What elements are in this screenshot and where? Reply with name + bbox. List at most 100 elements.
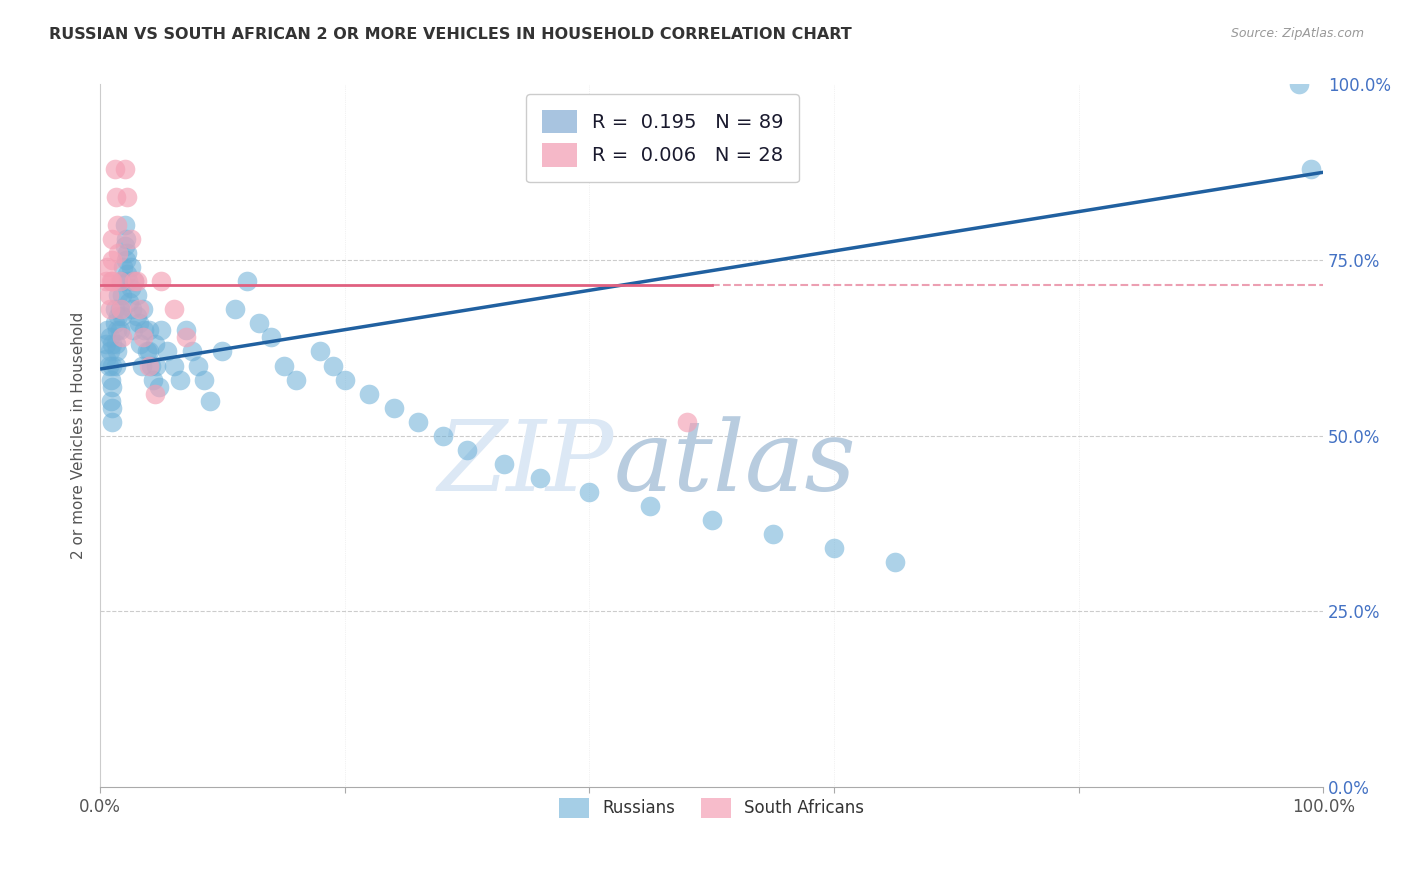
Point xyxy=(98,330,121,344)
Point xyxy=(101,232,124,246)
Point xyxy=(124,274,146,288)
Point xyxy=(135,344,157,359)
Point xyxy=(174,330,197,344)
Point xyxy=(309,344,332,359)
Point xyxy=(108,302,131,317)
Point xyxy=(284,373,307,387)
Point xyxy=(406,415,429,429)
Point xyxy=(132,302,155,317)
Point xyxy=(96,337,118,351)
Point xyxy=(125,274,148,288)
Point xyxy=(108,274,131,288)
Point xyxy=(260,330,283,344)
Point xyxy=(131,359,153,373)
Point xyxy=(101,359,124,373)
Point xyxy=(174,323,197,337)
Point xyxy=(162,359,184,373)
Point xyxy=(359,386,381,401)
Point xyxy=(456,442,478,457)
Point xyxy=(111,310,134,324)
Point xyxy=(143,337,166,351)
Point xyxy=(101,274,124,288)
Point xyxy=(105,344,128,359)
Text: ZIP: ZIP xyxy=(437,417,614,511)
Point xyxy=(138,344,160,359)
Point xyxy=(101,401,124,415)
Point xyxy=(100,393,122,408)
Point xyxy=(114,161,136,176)
Point xyxy=(114,232,136,246)
Point xyxy=(96,260,118,274)
Point xyxy=(110,302,132,317)
Point xyxy=(138,323,160,337)
Point xyxy=(236,274,259,288)
Text: Source: ZipAtlas.com: Source: ZipAtlas.com xyxy=(1230,27,1364,40)
Point xyxy=(115,246,138,260)
Point xyxy=(141,359,163,373)
Point xyxy=(107,246,129,260)
Point xyxy=(1299,161,1322,176)
Point xyxy=(247,317,270,331)
Point xyxy=(97,288,120,302)
Point xyxy=(132,330,155,344)
Point xyxy=(700,513,723,527)
Point xyxy=(200,393,222,408)
Point xyxy=(101,415,124,429)
Point xyxy=(104,302,127,317)
Point xyxy=(118,295,141,310)
Point xyxy=(125,310,148,324)
Point xyxy=(382,401,405,415)
Point xyxy=(96,351,118,366)
Point xyxy=(492,457,515,471)
Point xyxy=(110,274,132,288)
Point xyxy=(111,330,134,344)
Point xyxy=(120,281,142,295)
Point xyxy=(117,274,139,288)
Point xyxy=(105,190,128,204)
Point xyxy=(96,323,118,337)
Point xyxy=(114,239,136,253)
Point xyxy=(129,337,152,351)
Point xyxy=(105,359,128,373)
Point xyxy=(122,323,145,337)
Point xyxy=(112,260,135,274)
Point xyxy=(640,499,662,513)
Point xyxy=(101,379,124,393)
Point xyxy=(105,323,128,337)
Point xyxy=(105,218,128,232)
Point xyxy=(128,317,150,331)
Point xyxy=(107,288,129,302)
Point xyxy=(98,302,121,317)
Point xyxy=(142,373,165,387)
Point xyxy=(108,323,131,337)
Point xyxy=(169,373,191,387)
Point xyxy=(97,359,120,373)
Point xyxy=(125,288,148,302)
Point xyxy=(180,344,202,359)
Point xyxy=(150,323,173,337)
Point xyxy=(114,218,136,232)
Point xyxy=(762,527,785,541)
Point xyxy=(1288,78,1310,92)
Point xyxy=(105,337,128,351)
Point xyxy=(823,541,845,556)
Point xyxy=(321,359,343,373)
Point xyxy=(162,302,184,317)
Point xyxy=(273,359,295,373)
Point xyxy=(100,373,122,387)
Point xyxy=(193,373,215,387)
Point xyxy=(107,310,129,324)
Point xyxy=(114,253,136,268)
Point xyxy=(128,302,150,317)
Point xyxy=(115,190,138,204)
Point xyxy=(120,260,142,274)
Point xyxy=(529,471,551,485)
Point xyxy=(676,415,699,429)
Point xyxy=(224,302,246,317)
Point xyxy=(148,379,170,393)
Point xyxy=(432,429,454,443)
Point xyxy=(211,344,233,359)
Point xyxy=(156,344,179,359)
Point xyxy=(884,555,907,569)
Point xyxy=(115,267,138,281)
